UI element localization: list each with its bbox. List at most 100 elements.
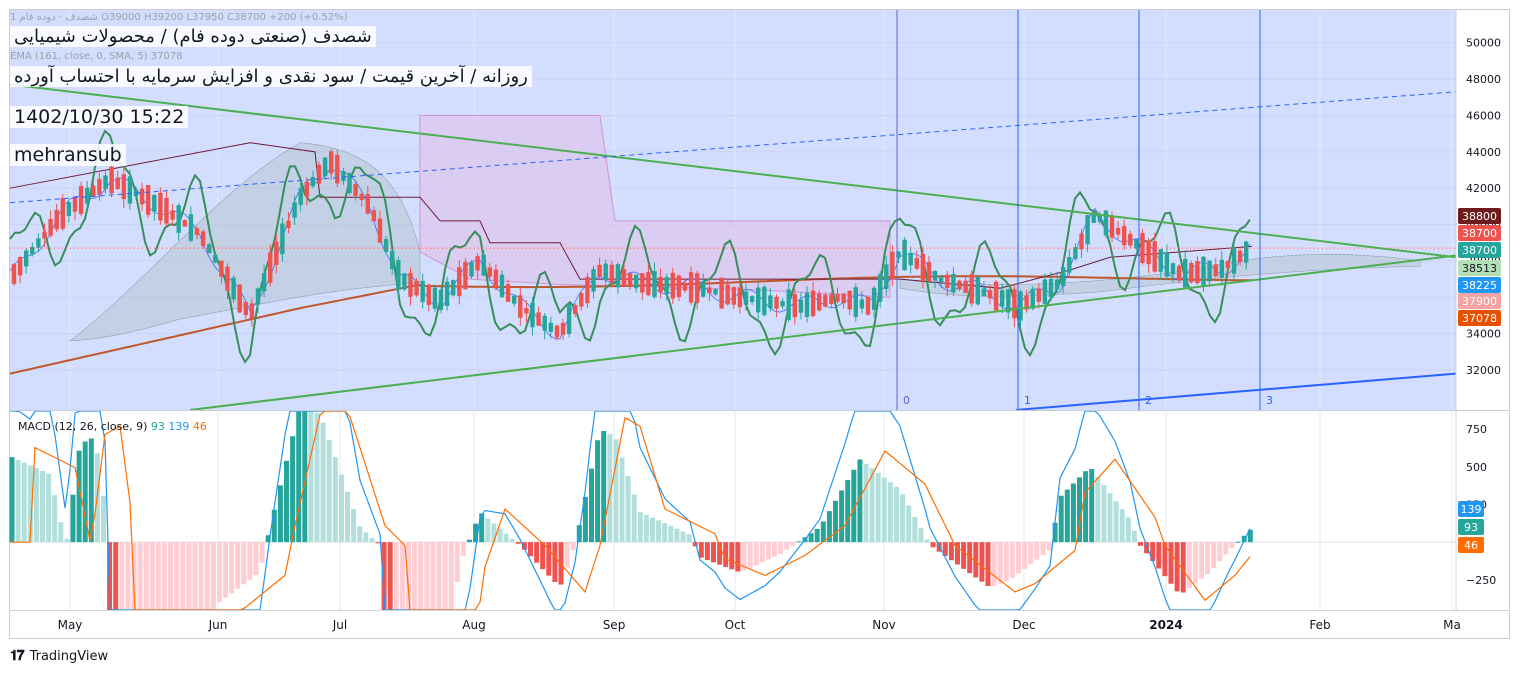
- candle-body: [1134, 239, 1139, 249]
- candle-body: [688, 272, 694, 303]
- macd-histogram-bar: [790, 542, 796, 546]
- candle-body: [505, 283, 511, 302]
- candle-body: [341, 171, 346, 182]
- macd-histogram-bar: [601, 430, 607, 543]
- macd-histogram-bar: [1022, 542, 1028, 569]
- candle-body: [884, 264, 889, 290]
- candle-body: [780, 300, 785, 307]
- macd-histogram-bar: [58, 522, 64, 543]
- macd-histogram-bar: [582, 496, 588, 543]
- macd-legend-part: 139: [165, 420, 190, 433]
- candle-body: [652, 271, 657, 297]
- y-tick-label: 42000: [1466, 182, 1501, 195]
- macd-histogram-bar: [290, 436, 296, 543]
- macd-legend-part: 46: [189, 420, 207, 433]
- macd-histogram-bar: [174, 542, 180, 610]
- macd-histogram-bar: [192, 542, 198, 610]
- price-label-text: 38700: [1462, 244, 1497, 257]
- macd-histogram-bar: [9, 457, 15, 543]
- candle-body: [627, 273, 633, 286]
- candle-body: [1085, 215, 1090, 245]
- candle-body: [261, 273, 267, 292]
- candle-body: [524, 307, 529, 314]
- candle-body: [621, 269, 627, 287]
- candle-body: [335, 154, 340, 184]
- macd-histogram-bar: [1174, 542, 1180, 592]
- candle-body: [231, 277, 236, 300]
- candle-body: [1109, 216, 1115, 238]
- cloud-grey: [69, 142, 421, 342]
- price-label-text: 37078: [1462, 312, 1497, 325]
- macd-histogram-bar: [1229, 542, 1235, 548]
- candle-body: [756, 287, 761, 313]
- candle-body: [957, 280, 962, 290]
- macd-histogram-bar: [1168, 542, 1174, 584]
- macd-histogram-bar: [76, 450, 82, 543]
- candle-body: [597, 264, 602, 277]
- candle-body: [103, 175, 108, 190]
- macd-histogram-bar: [1034, 542, 1040, 560]
- macd-histogram-bar: [918, 528, 924, 543]
- candle-body: [993, 281, 999, 311]
- candle-body: [914, 257, 919, 269]
- candle-body: [1189, 262, 1194, 283]
- candle-body: [768, 295, 773, 309]
- candle-body: [566, 304, 572, 334]
- macd-histogram-bar: [338, 474, 344, 543]
- macd-histogram-bar: [345, 491, 350, 543]
- candle-body: [139, 188, 145, 205]
- macd-histogram-bar: [625, 476, 631, 543]
- candle-body: [853, 287, 858, 317]
- macd-histogram-bar: [1077, 477, 1082, 543]
- brand[interactable]: 𝟏𝟕 TradingView: [10, 648, 108, 664]
- ohlc-legend: 1 شصدف · دوده فام O39000 H39200 L37950 C…: [10, 12, 348, 23]
- macd-label-box: [1458, 501, 1484, 517]
- candle-body: [615, 264, 621, 288]
- macd-histogram-bar: [332, 457, 338, 543]
- macd-histogram-bar: [1107, 493, 1113, 543]
- macd-histogram-bar: [271, 509, 277, 543]
- candle-body: [737, 287, 743, 308]
- macd-histogram-bar: [101, 495, 106, 543]
- candle-body: [463, 261, 468, 290]
- price-label-box: [1458, 260, 1501, 276]
- candle-body: [451, 280, 456, 296]
- candle-body: [951, 273, 956, 293]
- macd-histogram-bar: [1028, 542, 1034, 565]
- candle-body: [469, 262, 474, 277]
- candle-body: [658, 276, 663, 293]
- candle-body: [670, 272, 675, 299]
- macd-histogram-bar: [1095, 477, 1101, 543]
- candle-body: [347, 173, 352, 194]
- macd-histogram-bar: [186, 542, 192, 610]
- x-tick-label: Sep: [603, 618, 626, 632]
- x-tick-label: Oct: [725, 618, 746, 632]
- candle-body: [798, 299, 804, 313]
- candle-body: [762, 286, 767, 316]
- macd-histogram-bar: [296, 411, 302, 543]
- candle-body: [878, 273, 883, 302]
- macd-y-tick-label: −250: [1466, 574, 1496, 587]
- macd-histogram-bar: [412, 542, 418, 610]
- candle-body: [237, 284, 242, 313]
- macd-histogram-bar: [546, 542, 552, 576]
- candle-body: [438, 289, 444, 310]
- macd-histogram-bar: [149, 542, 155, 610]
- macd-histogram-bar: [223, 542, 228, 598]
- candle-body: [1122, 225, 1127, 246]
- y-tick-label: 46000: [1466, 109, 1501, 122]
- candle-body: [719, 277, 724, 309]
- macd-histogram-bar: [515, 542, 521, 544]
- base-line: [1015, 372, 1457, 411]
- candle-body: [304, 181, 309, 197]
- candle-body: [383, 239, 389, 252]
- macd-histogram-bar: [1009, 542, 1015, 579]
- candle-body: [11, 264, 17, 284]
- candle-body: [30, 247, 35, 255]
- macd-histogram-bar: [997, 542, 1003, 584]
- macd-histogram-bar: [765, 542, 771, 560]
- macd-histogram-bar: [204, 542, 210, 610]
- candle-body: [91, 185, 96, 197]
- macd-histogram-bar: [662, 523, 668, 543]
